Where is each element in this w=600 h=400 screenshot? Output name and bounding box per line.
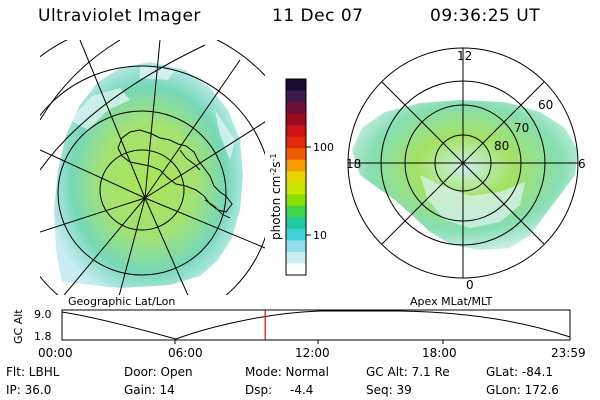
lat-circle-mid [57,110,227,276]
aurora-oval-polar [352,100,578,250]
footer-glat: GLat: -84.1 [486,365,553,379]
left-panel-caption: Geographic Lat/Lon [68,295,175,308]
footer-dsp-value: -4.4 [290,383,314,397]
colorbar-title: photon cm-2s-1 [269,153,283,240]
timeline-ylabel: GC Alt [12,309,25,344]
footer-glon: GLon: 172.6 [486,383,559,397]
footer-gc-alt: GC Alt: 7.1 Re [366,365,450,379]
colorbar-label-10: 10 [313,229,327,242]
colorbar-band [286,194,306,207]
time-label: 09:36:25 UT [430,6,541,26]
colorbar-band [286,205,306,218]
right-panel-caption: Apex MLat/MLT [410,295,493,308]
mlt-label-0: 0 [466,278,474,292]
timeline-tick-2359: 23:59 [551,346,586,360]
timeline-ymin: 1.8 [34,330,52,343]
colorbar-band [286,148,306,161]
lat-label-70: 70 [514,121,529,135]
coastline-detail [179,149,231,219]
colorbar-band [286,113,306,126]
colorbar-band [286,171,306,184]
lat-label-60: 60 [538,98,553,112]
colorbar-band [286,125,306,138]
aurora-polar-hole [420,175,525,228]
timeline-ymax: 9.0 [34,308,52,321]
timeline-frame [61,309,571,341]
timeline-tick-0600: 06:00 [168,346,203,360]
lat-circle-inner [99,149,185,231]
colorbar-band [286,240,306,253]
aurora-oval-geographic [54,62,243,288]
colorbar-band [286,102,306,115]
timeline-tick-1800: 18:00 [422,346,457,360]
aurora-speckle-geographic [70,66,235,160]
altitude-timeline: 9.0 1.8 GC Alt 00:00 06:00 12:00 18:00 2… [12,308,586,360]
footer-seq: Seq: 39 [366,383,412,397]
instrument-title: Ultraviolet Imager [38,6,201,26]
mlt-label-12: 12 [457,49,472,63]
colorbar [286,79,306,276]
mlt-label-6: 6 [578,157,586,171]
altitude-curve [61,310,571,340]
date-label: 11 Dec 07 [272,6,364,26]
colorbar-frame [285,78,307,276]
colorbar-band [286,136,306,149]
colorbar-band [286,182,306,195]
polar-map: 12 18 6 0 60 70 80 [346,47,586,292]
footer-dsp-label: Dsp: [245,383,273,397]
colorbar-label-100: 100 [313,141,334,154]
timeline-tick-1200: 12:00 [295,346,330,360]
footer-door: Door: Open [124,365,193,379]
footer-filter: Flt: LBHL [6,365,60,379]
colorbar-band [286,159,306,172]
lat-label-80: 80 [494,139,509,153]
lat-circle-outer [40,65,265,295]
colorbar-band [286,263,306,276]
mlt-label-18: 18 [346,157,361,171]
colorbar-band [286,251,306,264]
polar-spokes [348,48,578,278]
colorbar-band [286,90,306,103]
colorbar-band [286,79,306,92]
geographic-map [40,40,265,295]
footer-ip: IP: 36.0 [6,383,52,397]
footer-gain: Gain: 14 [124,383,175,397]
timeline-tick-0000: 00:00 [38,346,73,360]
meridian-lines [40,40,265,295]
colorbar-band [286,217,306,230]
footer-mode: Mode: Normal [245,365,329,379]
colorbar-band [286,228,306,241]
